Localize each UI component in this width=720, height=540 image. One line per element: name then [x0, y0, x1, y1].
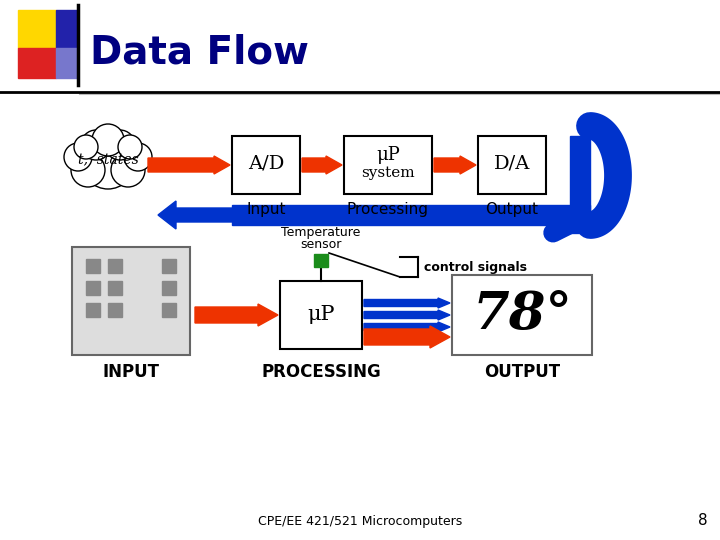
Text: INPUT: INPUT: [102, 363, 160, 381]
Text: Data Flow: Data Flow: [90, 33, 309, 71]
Text: A/D: A/D: [248, 154, 284, 172]
Text: Temperature: Temperature: [282, 226, 361, 239]
Bar: [314, 254, 328, 267]
Circle shape: [118, 135, 142, 159]
Circle shape: [82, 137, 134, 189]
Polygon shape: [364, 298, 450, 308]
Text: system: system: [361, 166, 415, 180]
Circle shape: [92, 124, 124, 156]
FancyBboxPatch shape: [232, 136, 300, 194]
Bar: [570, 136, 590, 225]
Polygon shape: [434, 156, 476, 174]
Bar: [162, 259, 176, 273]
Bar: [162, 303, 176, 317]
Text: Input: Input: [246, 202, 286, 217]
Bar: [232, 205, 590, 225]
Text: 8: 8: [698, 513, 708, 528]
Bar: [108, 259, 122, 273]
Text: t,  states: t, states: [78, 153, 138, 167]
Text: Output: Output: [485, 202, 539, 217]
Bar: [18, 10, 56, 48]
Text: control signals: control signals: [424, 260, 527, 273]
Bar: [108, 303, 122, 317]
Circle shape: [81, 130, 111, 160]
Circle shape: [111, 153, 145, 187]
Text: CPE/EE 421/521 Microcomputers: CPE/EE 421/521 Microcomputers: [258, 515, 462, 528]
Text: PROCESSING: PROCESSING: [261, 363, 381, 381]
Bar: [108, 281, 122, 295]
Circle shape: [71, 153, 105, 187]
Bar: [86, 303, 100, 317]
Polygon shape: [364, 310, 450, 320]
Bar: [162, 281, 176, 295]
Text: Processing: Processing: [347, 202, 429, 217]
FancyBboxPatch shape: [344, 136, 432, 194]
Polygon shape: [302, 156, 342, 174]
FancyBboxPatch shape: [280, 281, 362, 349]
Circle shape: [105, 130, 135, 160]
Text: D/A: D/A: [494, 154, 530, 172]
Bar: [56, 10, 78, 48]
Circle shape: [124, 143, 152, 171]
Text: μP: μP: [307, 306, 335, 325]
Text: μP: μP: [376, 146, 400, 164]
Text: sensor: sensor: [300, 238, 342, 251]
Bar: [56, 48, 78, 78]
Circle shape: [74, 135, 98, 159]
Bar: [86, 281, 100, 295]
Bar: [18, 48, 56, 78]
Polygon shape: [364, 326, 450, 348]
Polygon shape: [364, 322, 450, 332]
FancyBboxPatch shape: [72, 247, 190, 355]
FancyBboxPatch shape: [478, 136, 546, 194]
Polygon shape: [195, 304, 278, 326]
FancyBboxPatch shape: [452, 275, 592, 355]
Bar: [86, 259, 100, 273]
Polygon shape: [148, 156, 230, 174]
Text: 78°: 78°: [472, 289, 572, 341]
Polygon shape: [158, 201, 232, 229]
Circle shape: [64, 143, 92, 171]
Text: OUTPUT: OUTPUT: [484, 363, 560, 381]
